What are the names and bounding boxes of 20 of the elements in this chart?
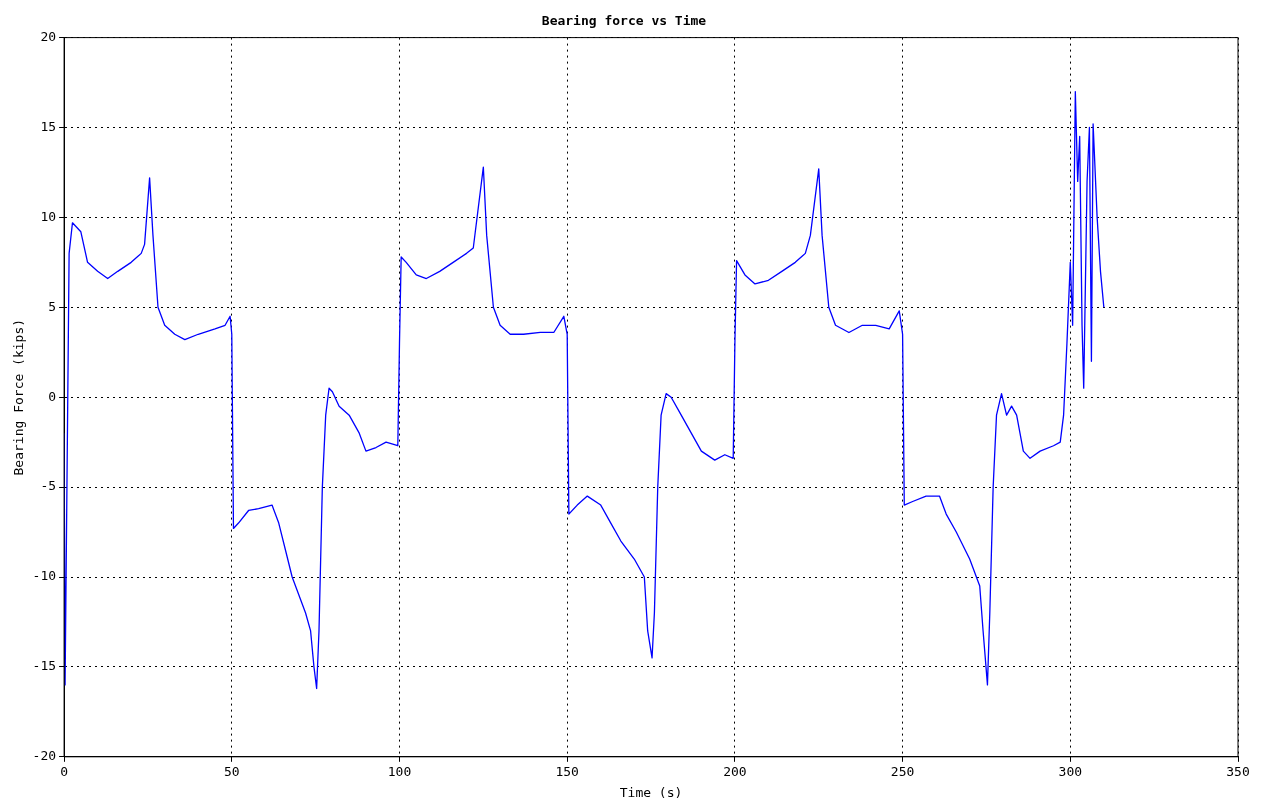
y-tick-label: 20 (40, 28, 57, 44)
y-tick-label: 5 (48, 298, 57, 314)
y-tick-label: -15 (32, 658, 57, 674)
y-tick-label: 0 (48, 388, 57, 404)
y-axis-title: Bearing Force (kips) (11, 318, 27, 476)
x-axis-title: Time (s) (619, 784, 683, 800)
y-tick-label: -20 (32, 748, 57, 764)
x-tick-label: 250 (890, 763, 915, 779)
y-tick-label: 15 (40, 118, 57, 134)
x-tick-label: 100 (387, 763, 412, 779)
x-tick-label: 150 (555, 763, 579, 779)
y-tick-label: -10 (32, 568, 57, 584)
x-tick-label: 300 (1058, 763, 1083, 779)
x-tick-label: 0 (60, 763, 68, 779)
chart-title: Bearing force vs Time (541, 13, 707, 29)
x-tick-label: 50 (223, 763, 240, 779)
y-tick-label: -5 (40, 478, 57, 494)
x-tick-label: 200 (723, 763, 747, 779)
x-tick-label: 350 (1226, 763, 1250, 779)
y-tick-label: 10 (40, 208, 57, 224)
